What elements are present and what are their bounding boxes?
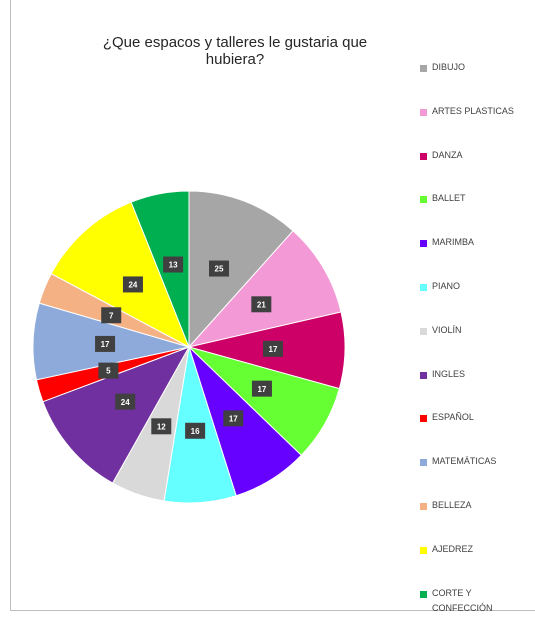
legend-swatch: [420, 459, 427, 467]
data-label-box: [185, 422, 206, 439]
data-label: 5: [106, 367, 111, 376]
data-label: 24: [121, 398, 130, 407]
legend-label: ARTES PLASTICAS: [432, 105, 514, 116]
chart-title: ¿Que espacos y talleres le gustaria que …: [102, 34, 368, 68]
legend-item: AJEDREZ: [420, 544, 524, 557]
data-label: 17: [269, 345, 278, 354]
data-label: 25: [215, 265, 224, 274]
legend-item: MATEMÁTICAS: [420, 456, 524, 469]
legend-label: DANZA: [432, 149, 463, 160]
legend-swatch: [420, 590, 427, 598]
data-label: 21: [257, 300, 266, 309]
data-label-box: [98, 362, 119, 379]
legend-label: MARIMBA: [432, 237, 475, 248]
legend-swatch: [420, 196, 427, 204]
data-label-box: [251, 296, 272, 313]
data-label-box: [151, 418, 172, 435]
data-label-box: [163, 256, 184, 273]
legend-item: ARTES PLASTICAS: [420, 106, 524, 119]
data-label: 16: [191, 427, 200, 436]
pie-slice: [42, 346, 191, 484]
legend-label: VIOLÍN: [432, 324, 462, 335]
data-label-box: [262, 340, 283, 357]
data-label-box: [101, 307, 122, 324]
data-label-box: [223, 410, 244, 427]
legend-label: DIBUJO: [432, 62, 466, 72]
legend-swatch: [420, 546, 427, 554]
legend-swatch: [420, 152, 427, 160]
data-label: 17: [101, 340, 110, 349]
chart-frame: [10, 0, 535, 611]
legend-label: INGLES: [432, 368, 466, 379]
data-label: 7: [109, 311, 114, 320]
data-label: 24: [128, 281, 137, 290]
data-label: 13: [169, 261, 178, 270]
legend-item: ESPAÑOL: [420, 412, 524, 425]
legend-swatch: [420, 503, 427, 510]
legend-label: CORTE Y CONFECCIÓN: [432, 587, 493, 613]
pie-slice: [188, 190, 294, 349]
data-label-box: [209, 260, 230, 277]
legend-label: PIANO: [432, 281, 461, 291]
legend-swatch: [420, 415, 427, 423]
data-label: 17: [257, 385, 266, 394]
data-label-box: [122, 276, 143, 293]
pie-slice: [50, 201, 190, 349]
legend-label: AJEDREZ: [432, 543, 474, 554]
pie-slice: [187, 230, 342, 348]
legend-swatch: [420, 65, 427, 72]
legend-item: DANZA: [420, 150, 524, 163]
legend-item: BELLEZA: [420, 500, 524, 513]
legend-item: CORTE Y CONFECCIÓN: [420, 588, 524, 616]
data-label-box: [251, 380, 272, 397]
legend-swatch: [420, 240, 427, 248]
legend-item: VIOLÍN: [420, 325, 524, 338]
data-label: 12: [157, 422, 166, 431]
legend-item: MARIMBA: [420, 237, 524, 250]
legend-swatch: [420, 284, 427, 291]
data-label-box: [95, 335, 116, 352]
legend-item: PIANO: [420, 281, 524, 294]
legend-swatch: [420, 327, 427, 335]
legend-item: DIBUJO: [420, 62, 524, 75]
data-label: 17: [229, 414, 238, 423]
legend-label: BELLEZA: [432, 500, 472, 510]
legend-swatch: [420, 371, 427, 379]
pie-slice: [130, 190, 190, 348]
legend-item: BALLET: [420, 193, 524, 206]
legend-label: ESPAÑOL: [432, 412, 474, 423]
legend-label: MATEMÁTICAS: [432, 456, 497, 467]
data-label-box: [115, 393, 136, 410]
legend-swatch: [420, 108, 427, 116]
legend-label: BALLET: [432, 193, 466, 204]
legend-item: INGLES: [420, 369, 524, 382]
